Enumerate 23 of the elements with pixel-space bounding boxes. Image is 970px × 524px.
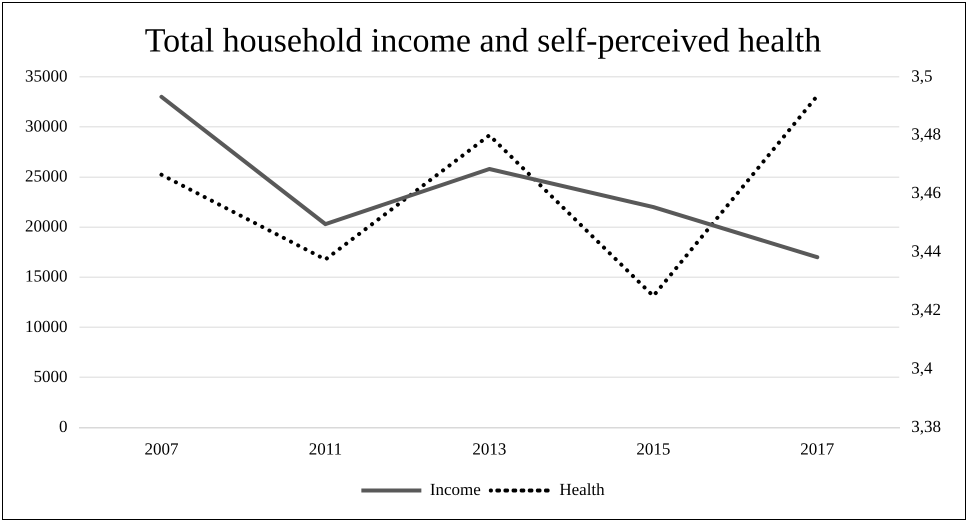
y2-tick-label: 3,4	[911, 358, 933, 378]
x-tick-label: 2013	[472, 439, 506, 458]
y-tick-label: 30000	[25, 116, 68, 136]
y2-tick-label: 3,48	[911, 124, 941, 144]
legend-label: Income	[430, 480, 481, 499]
y-tick-label: 0	[59, 417, 68, 436]
y-tick-label: 20000	[25, 216, 68, 236]
y-tick-label: 5000	[34, 366, 68, 386]
x-tick-label: 2015	[636, 439, 670, 458]
y2-tick-label: 3,44	[911, 242, 942, 261]
y2-tick-label: 3,38	[911, 417, 941, 436]
y2-tick-label: 3,5	[911, 66, 932, 86]
y2-tick-label: 3,42	[911, 300, 941, 320]
y-tick-label: 25000	[25, 166, 68, 186]
x-tick-label: 2017	[800, 439, 835, 458]
y-tick-label: 15000	[25, 266, 68, 286]
x-tick-label: 2011	[308, 439, 342, 458]
x-tick-label: 2007	[144, 439, 179, 458]
legend-label: Health	[559, 480, 606, 499]
chart-title: Total household income and self-perceived health	[144, 22, 822, 60]
y2-tick-label: 3,46	[911, 183, 941, 202]
y-tick-label: 35000	[25, 66, 68, 86]
y-tick-label: 10000	[25, 316, 68, 336]
